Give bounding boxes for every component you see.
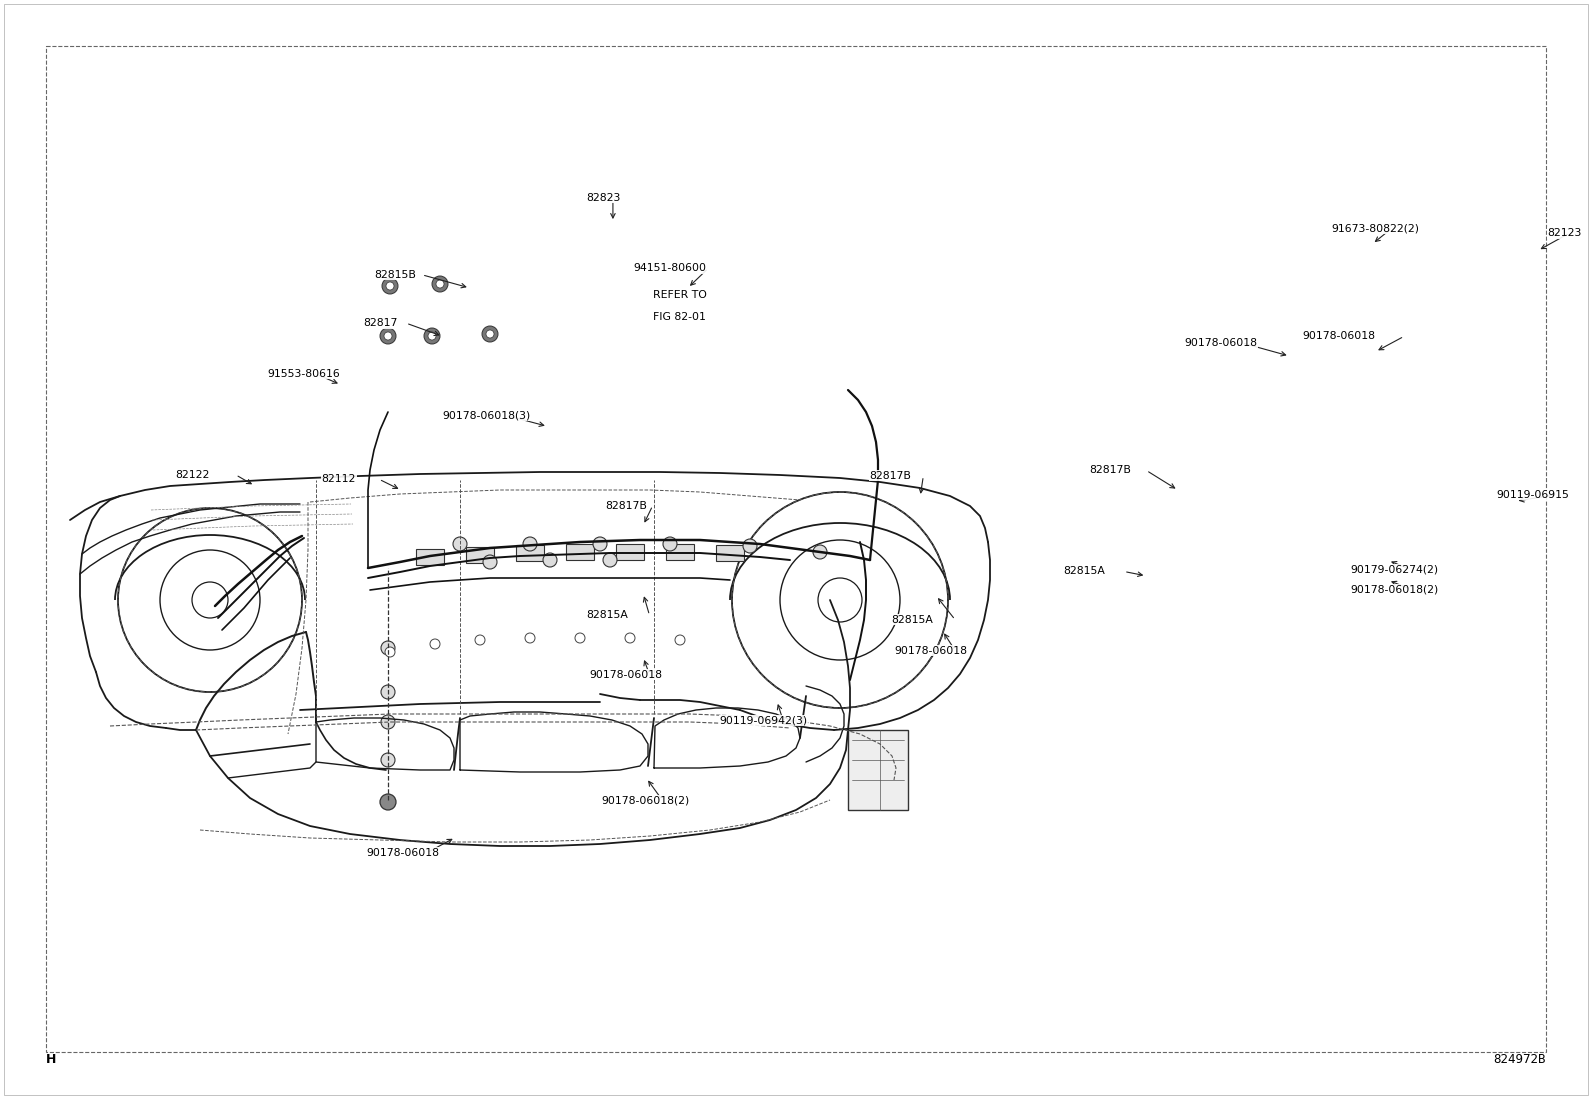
Circle shape xyxy=(474,635,486,645)
Text: 824972B: 824972B xyxy=(1493,1053,1546,1066)
Text: 90178-06018: 90178-06018 xyxy=(366,847,439,858)
Text: 90178-06018: 90178-06018 xyxy=(1302,331,1375,342)
Text: FIG 82-01: FIG 82-01 xyxy=(653,311,705,322)
Circle shape xyxy=(543,553,557,567)
Text: 90178-06018: 90178-06018 xyxy=(1184,337,1258,348)
Text: H: H xyxy=(46,1053,56,1066)
Text: 91673-80822(2): 91673-80822(2) xyxy=(1331,223,1418,234)
Circle shape xyxy=(380,328,396,344)
Circle shape xyxy=(380,753,395,767)
Circle shape xyxy=(482,555,497,569)
Bar xyxy=(665,544,694,560)
Circle shape xyxy=(626,633,635,643)
Bar xyxy=(466,547,494,563)
Circle shape xyxy=(486,330,494,338)
Text: 90178-06018: 90178-06018 xyxy=(895,645,968,656)
Text: 82817B: 82817B xyxy=(869,470,911,481)
Text: REFER TO: REFER TO xyxy=(653,289,707,300)
Text: 82815A: 82815A xyxy=(892,614,933,625)
Circle shape xyxy=(524,537,537,551)
Circle shape xyxy=(431,276,447,292)
Text: 90178-06018: 90178-06018 xyxy=(589,669,662,680)
Circle shape xyxy=(428,332,436,340)
Circle shape xyxy=(662,537,677,551)
Circle shape xyxy=(423,328,439,344)
Text: 94151-80600: 94151-80600 xyxy=(634,263,707,274)
Text: 90179-06274(2): 90179-06274(2) xyxy=(1350,564,1438,575)
Text: 90119-06915: 90119-06915 xyxy=(1496,489,1570,500)
Bar xyxy=(716,545,743,560)
Circle shape xyxy=(380,641,395,655)
Circle shape xyxy=(454,537,466,551)
Text: 82817: 82817 xyxy=(363,318,398,329)
Circle shape xyxy=(384,332,392,340)
Text: 82823: 82823 xyxy=(586,192,621,203)
Circle shape xyxy=(592,537,607,551)
Circle shape xyxy=(385,282,393,290)
Circle shape xyxy=(380,793,396,810)
Text: 82817B: 82817B xyxy=(605,500,646,511)
Circle shape xyxy=(575,633,584,643)
Circle shape xyxy=(382,278,398,295)
Text: 82112: 82112 xyxy=(322,474,357,485)
Bar xyxy=(516,545,544,560)
Circle shape xyxy=(380,685,395,699)
Circle shape xyxy=(385,647,395,657)
Text: 82815A: 82815A xyxy=(1063,566,1105,577)
Circle shape xyxy=(525,633,535,643)
Circle shape xyxy=(603,553,618,567)
Circle shape xyxy=(675,635,685,645)
Text: 82815B: 82815B xyxy=(374,269,416,280)
Circle shape xyxy=(482,326,498,342)
Bar xyxy=(416,550,444,565)
Text: 90178-06018(3): 90178-06018(3) xyxy=(443,410,530,421)
Circle shape xyxy=(814,545,826,559)
Circle shape xyxy=(430,639,439,650)
Circle shape xyxy=(743,539,758,553)
Text: 90178-06018(2): 90178-06018(2) xyxy=(1350,584,1438,595)
Text: 90119-06942(3): 90119-06942(3) xyxy=(720,715,807,726)
Text: 90178-06018(2): 90178-06018(2) xyxy=(602,795,689,806)
Bar xyxy=(616,544,645,560)
Text: 91553-80616: 91553-80616 xyxy=(267,368,341,379)
Text: 82817B: 82817B xyxy=(1089,465,1130,476)
Text: 82815A: 82815A xyxy=(586,610,627,621)
Text: 82122: 82122 xyxy=(175,469,210,480)
Bar xyxy=(849,730,907,810)
Circle shape xyxy=(436,280,444,288)
Circle shape xyxy=(380,715,395,729)
Text: 82123: 82123 xyxy=(1547,227,1582,238)
Bar xyxy=(567,544,594,560)
